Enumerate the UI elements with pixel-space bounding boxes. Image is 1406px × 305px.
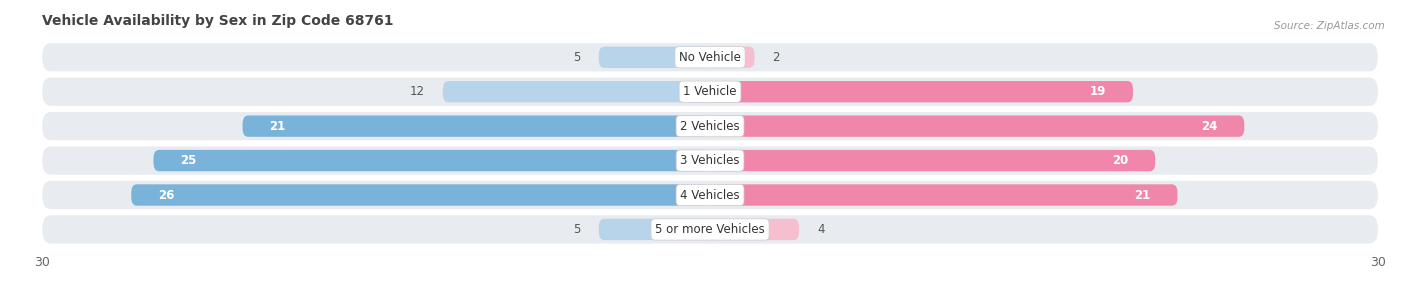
FancyBboxPatch shape [710,47,755,68]
FancyBboxPatch shape [131,184,710,206]
FancyBboxPatch shape [242,116,710,137]
FancyBboxPatch shape [710,150,1156,171]
FancyBboxPatch shape [599,47,710,68]
Legend: Male, Female: Male, Female [644,302,776,305]
Text: 20: 20 [1112,154,1129,167]
Text: Vehicle Availability by Sex in Zip Code 68761: Vehicle Availability by Sex in Zip Code … [42,15,394,28]
Text: 2: 2 [772,51,780,64]
Text: 5: 5 [574,51,581,64]
Text: No Vehicle: No Vehicle [679,51,741,64]
Text: 5: 5 [574,223,581,236]
FancyBboxPatch shape [42,181,1378,209]
FancyBboxPatch shape [42,112,1378,140]
Text: 21: 21 [269,120,285,133]
FancyBboxPatch shape [42,43,1378,71]
Text: 21: 21 [1135,188,1150,202]
Text: 26: 26 [157,188,174,202]
FancyBboxPatch shape [599,219,710,240]
Text: 24: 24 [1201,120,1218,133]
Text: 1 Vehicle: 1 Vehicle [683,85,737,98]
Text: 3 Vehicles: 3 Vehicles [681,154,740,167]
FancyBboxPatch shape [42,146,1378,175]
Text: 4: 4 [817,223,824,236]
Text: 4 Vehicles: 4 Vehicles [681,188,740,202]
FancyBboxPatch shape [443,81,710,102]
Text: 5 or more Vehicles: 5 or more Vehicles [655,223,765,236]
FancyBboxPatch shape [710,184,1177,206]
Text: 12: 12 [411,85,425,98]
Text: 19: 19 [1090,85,1107,98]
FancyBboxPatch shape [153,150,710,171]
FancyBboxPatch shape [42,77,1378,106]
Text: 2 Vehicles: 2 Vehicles [681,120,740,133]
Text: Source: ZipAtlas.com: Source: ZipAtlas.com [1274,21,1385,31]
FancyBboxPatch shape [710,81,1133,102]
Text: 25: 25 [180,154,197,167]
FancyBboxPatch shape [710,116,1244,137]
FancyBboxPatch shape [710,219,799,240]
FancyBboxPatch shape [42,215,1378,244]
